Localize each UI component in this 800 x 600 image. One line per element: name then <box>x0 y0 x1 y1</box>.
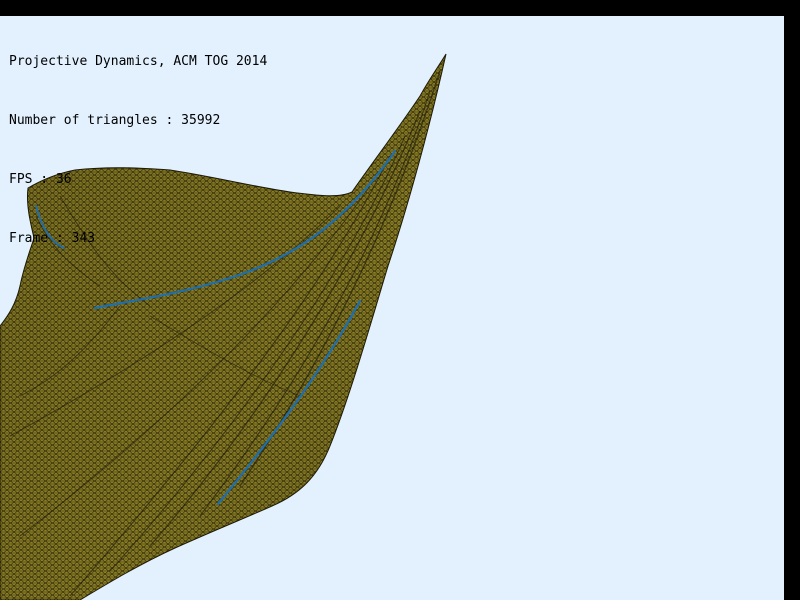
fold-line <box>59 195 151 307</box>
fold-line <box>69 155 391 597</box>
fold-line <box>19 185 371 537</box>
cloth-scene[interactable] <box>0 16 784 600</box>
fold-line <box>109 135 406 572</box>
cloth-mesh[interactable] <box>0 53 447 600</box>
fold-line <box>19 305 121 397</box>
hud-title: Projective Dynamics, ACM TOG 2014 <box>9 54 268 70</box>
fold-line <box>149 315 301 397</box>
cloth-folds <box>9 70 441 597</box>
hud-overlay: Projective Dynamics, ACM TOG 2014 Number… <box>9 13 267 287</box>
hud-frame: Frame : 343 <box>9 230 96 246</box>
fold-line <box>149 110 421 547</box>
pin-stripe <box>35 205 65 249</box>
fold-line <box>199 90 431 517</box>
cloth-shading <box>0 54 446 600</box>
fold-line <box>35 215 101 287</box>
hud-fps: FPS : 36 <box>9 171 72 187</box>
render-viewport[interactable] <box>0 16 784 600</box>
pin-stripe <box>216 299 362 506</box>
fold-line <box>9 205 341 437</box>
hud-triangle-count: Number of triangles : 35992 <box>9 112 221 128</box>
pin-constraints <box>35 149 397 506</box>
pin-stripe <box>93 149 397 310</box>
